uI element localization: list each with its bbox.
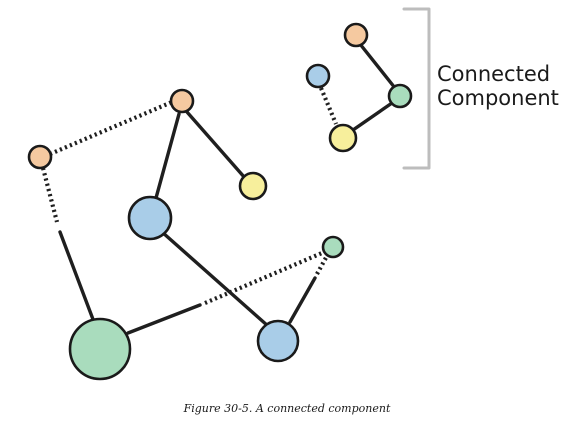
- edge-orange-left-orange-top: [49, 100, 173, 156]
- edge-orange-top-yellow-mid: [185, 110, 247, 180]
- component-label: Connected Component: [437, 62, 559, 110]
- node-orange-cc: [343, 22, 369, 48]
- node-blue-cc: [305, 63, 331, 89]
- node-green-cc: [387, 83, 413, 109]
- node-blue-bottom: [256, 319, 300, 363]
- node-green-large: [68, 317, 132, 381]
- node-blue-mid: [127, 195, 173, 241]
- node-orange-top: [169, 88, 195, 114]
- edge-blue-mid-blue-bottom: [160, 230, 270, 328]
- node-green-small: [321, 235, 345, 259]
- edge-orange-left-green-large-dashed: [40, 167, 60, 223]
- edge-blue-bottom-green-small-dashed: [315, 252, 330, 276]
- component-label-line1: Connected: [437, 62, 550, 86]
- nodes: [27, 22, 413, 381]
- node-yellow-cc: [328, 123, 358, 153]
- edge-blue-cc-yellow-cc: [319, 87, 338, 125]
- node-orange-left: [27, 144, 53, 170]
- edge-orange-top-blue-mid: [154, 112, 181, 200]
- figure-caption: Figure 30-5. A connected component: [183, 402, 391, 415]
- component-label-line2: Component: [437, 86, 559, 110]
- edge-green-cc-yellow-cc: [351, 101, 394, 132]
- component-bracket: [402, 7, 431, 170]
- edge-green-large-green-small-solid: [126, 303, 202, 335]
- node-yellow-mid: [238, 171, 268, 201]
- edges: [40, 42, 397, 335]
- edge-blue-bottom-green-small-solid: [288, 276, 317, 324]
- edge-orange-left-green-large-solid: [58, 230, 96, 324]
- edge-orange-cc-green-cc: [358, 42, 397, 90]
